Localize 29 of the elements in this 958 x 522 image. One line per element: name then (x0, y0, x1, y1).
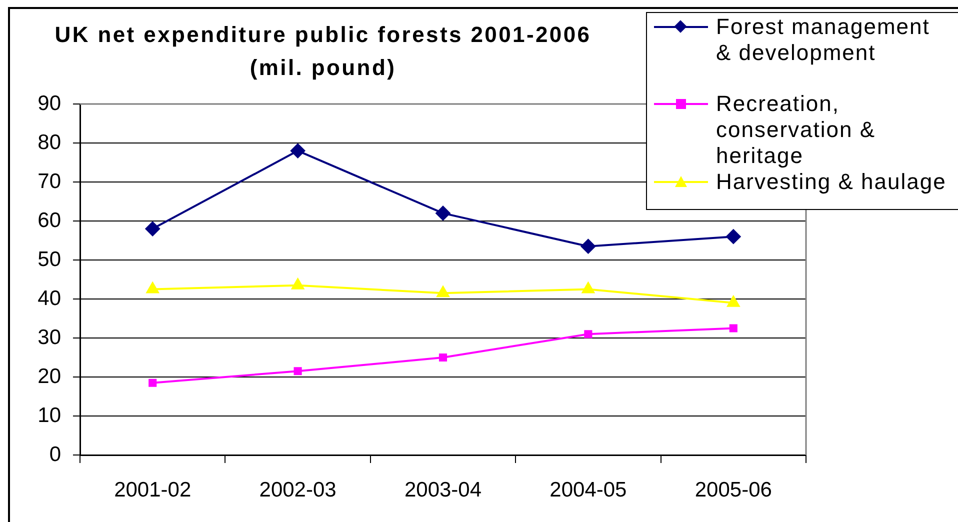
y-tick-label: 80 (38, 130, 61, 154)
chart-title: UK net expenditure public forests 2001-2006 (mil. pound) (54, 21, 592, 82)
y-tick-label: 90 (38, 92, 61, 115)
point (294, 367, 302, 376)
x-tick-label: 2005-06 (694, 478, 772, 502)
y-tick-label: 20 (38, 364, 61, 388)
x-tick-label: 2004-05 (550, 478, 627, 502)
y-tick-label: 50 (38, 248, 61, 271)
point (438, 353, 448, 362)
point (729, 324, 738, 332)
point (726, 229, 741, 244)
legend-label: Recreation, conservation & heritage (716, 91, 876, 168)
y-tick-label: 10 (38, 404, 61, 427)
y-tick-label: 0 (49, 442, 61, 466)
y-tick-label: 30 (38, 326, 61, 349)
y-tick-label: 60 (38, 208, 61, 232)
point (584, 330, 592, 338)
y-tick-label: 70 (38, 170, 61, 193)
point (148, 378, 157, 387)
y-tick-label: 40 (38, 286, 61, 310)
x-tick-label: 2001-02 (114, 478, 192, 502)
point (436, 206, 450, 221)
legend-label: Harvesting & haulage (716, 169, 946, 194)
x-tick-label: 2003-04 (404, 478, 482, 502)
point (290, 143, 306, 158)
point (145, 221, 160, 236)
legend-label: Forest management & development (716, 14, 930, 65)
point (580, 238, 596, 254)
x-tick-label: 2002-03 (259, 478, 336, 502)
